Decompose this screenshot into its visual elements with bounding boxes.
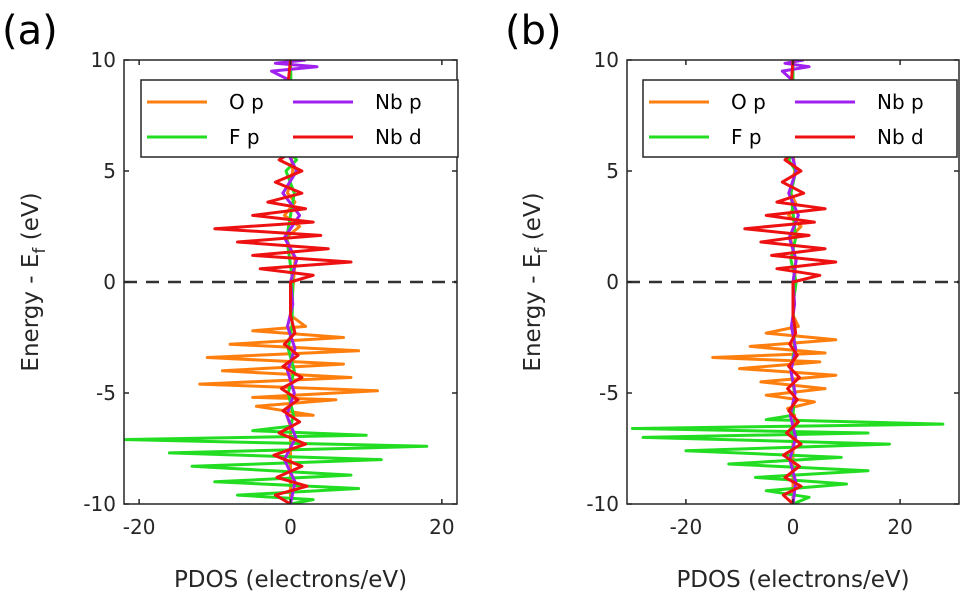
y-tick-label: 0: [606, 270, 619, 294]
y-tick-label: 5: [606, 159, 619, 183]
chart-panel-0: -20 0 20 10 5 0 -5 -10 PDOS (electrons/eV) Energy…: [2, 8, 459, 593]
x-axis-label: PDOS (electrons/eV): [174, 567, 407, 593]
legend-label: Nb d: [375, 125, 422, 149]
legend-label: Nb d: [877, 125, 924, 149]
legend-label: O p: [731, 90, 766, 114]
legend-label: F p: [229, 125, 260, 149]
x-tick-label: 0: [284, 515, 297, 539]
panel-label: (a): [2, 8, 58, 54]
y-tick-label: 0: [103, 270, 116, 294]
series-line-nb-d: [743, 60, 838, 504]
y-tick-label: -10: [83, 492, 116, 516]
x-tick-label: 20: [429, 515, 454, 539]
y-tick-label: 10: [594, 48, 619, 72]
panel-label: (b): [505, 8, 562, 54]
legend-label: F p: [731, 125, 762, 149]
y-tick-label: -5: [599, 381, 619, 405]
chart-panel-1: -20 0 20 10 5 0 -5 -10 PDOS (electrons/eV) Energy…: [505, 8, 960, 593]
y-tick-label: 5: [103, 159, 116, 183]
y-axis-label: Energy - Ef (eV): [18, 192, 50, 371]
legend-box: [140, 79, 459, 158]
y-tick-label: 10: [91, 48, 116, 72]
series-line-nb-d: [213, 60, 353, 504]
y-tick-label: -5: [96, 381, 116, 405]
legend-box: [642, 79, 958, 158]
y-axis-label: Energy - Ef (eV): [520, 192, 552, 371]
x-tick-label: -20: [123, 515, 156, 539]
x-tick-label: 20: [887, 515, 912, 539]
x-tick-label: -20: [670, 515, 703, 539]
y-tick-label: -10: [586, 492, 619, 516]
legend-label: O p: [229, 90, 264, 114]
x-tick-label: 0: [787, 515, 800, 539]
x-axis-label: PDOS (electrons/eV): [676, 567, 909, 593]
legend-label: Nb p: [877, 90, 924, 114]
legend-label: Nb p: [375, 90, 422, 114]
